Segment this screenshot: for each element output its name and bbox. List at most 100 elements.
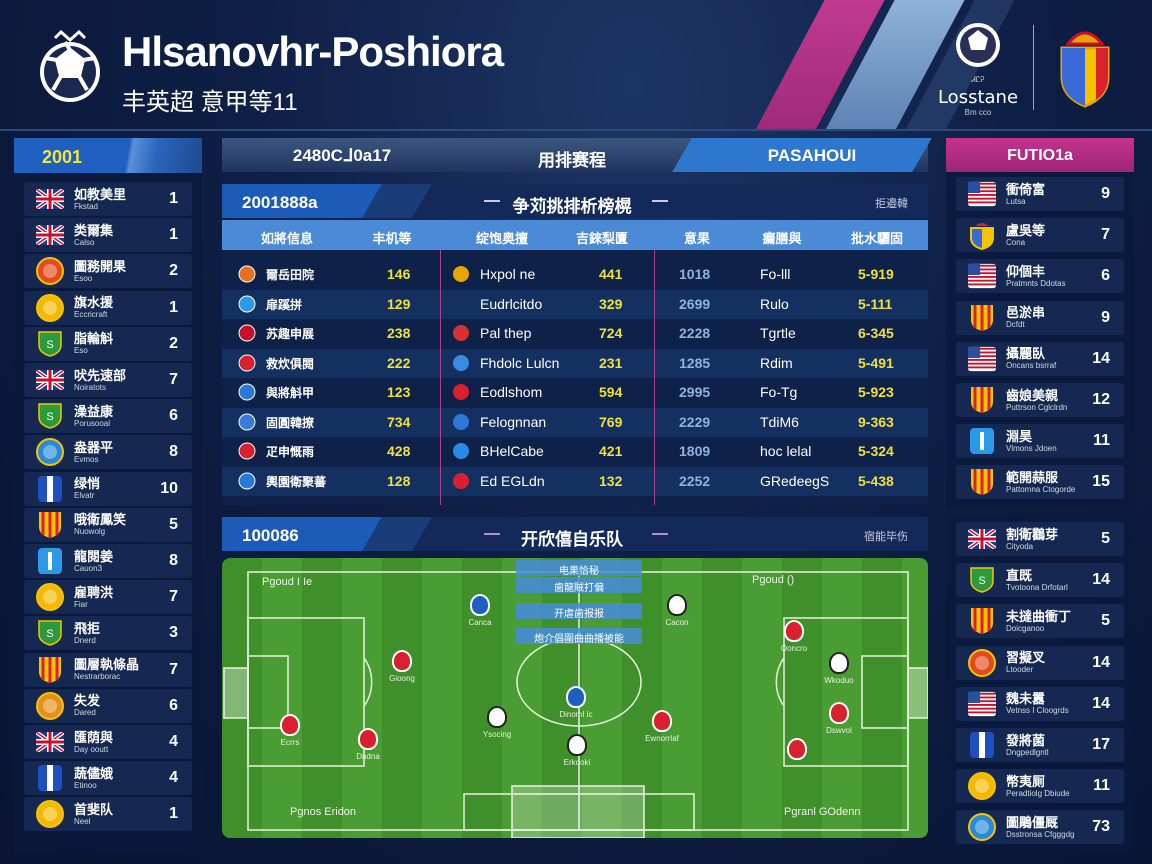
team-list-item[interactable]: 邑淤串 Dcfdt 9	[956, 300, 1124, 335]
team-value: 14	[1092, 571, 1110, 589]
team-value: 5	[1101, 612, 1110, 630]
team-list-item[interactable]: S 直既 Tvotoona Drfotarl 14	[956, 563, 1124, 598]
team-list-item[interactable]: 魏未囂 Vetnss I Cloogrds 14	[956, 686, 1124, 721]
team-list-item[interactable]: 蔬儘娥 Etinoo 4	[24, 761, 192, 796]
team-list-item[interactable]: 齒娘美親 Puttrson Cglclrdn 12	[956, 383, 1124, 417]
team-list-item[interactable]: 未撻曲衝丁 Doicganoo 5	[956, 604, 1124, 639]
team-name: Hxpol ne	[480, 266, 536, 282]
team-list-item[interactable]: 类爾集 Calso 1	[24, 218, 192, 253]
team-list-item[interactable]: 發將菌 Dngpedlgntl 17	[956, 728, 1124, 762]
player-marker[interactable]: Dswvol	[809, 702, 869, 735]
lineup-title: 开欣僖自乐队	[521, 530, 623, 549]
team-list-item[interactable]: 盧吳等 Cona 7	[956, 218, 1124, 253]
table-row[interactable]: 扉蹊拼 129 Eudrlcitdo 329 2699 Rulo 5-111	[222, 289, 928, 319]
col-header[interactable]: 如將信息	[260, 231, 313, 246]
player-badge-icon	[829, 702, 849, 724]
lineup-right-label[interactable]: 宿能毕伤	[864, 531, 908, 543]
col-header[interactable]: 绽饱奥擅	[475, 231, 528, 246]
team-list-item[interactable]: 攝麗臥 Oncans bsrraf 14	[956, 341, 1124, 376]
team-list-item[interactable]: S 飛拒 Dnerd 3	[24, 616, 192, 651]
team-value: 6	[169, 407, 178, 425]
team-list-item[interactable]: S 澡益康 Porusooal 6	[24, 399, 192, 434]
team-badge-icon	[453, 325, 469, 341]
team-list-item[interactable]: 吠先速部 Noiratots 7	[24, 363, 192, 397]
player-marker[interactable]: Ewnorrlaf	[632, 710, 692, 743]
team-list-item[interactable]: 首斐队 Neel 1	[24, 797, 192, 832]
team-badge-icon	[238, 383, 256, 401]
stat-value: 734	[387, 413, 411, 430]
player-marker[interactable]: Ysocing	[467, 706, 527, 739]
stats-right-label[interactable]: 拒邉韓	[875, 198, 908, 210]
team-list-item[interactable]: 雇聘洪 Fiar 7	[24, 580, 192, 615]
svg-text:S: S	[978, 575, 985, 587]
player-marker[interactable]: Gioong	[372, 650, 432, 683]
team-list-item[interactable]: 匯荫與 Day ooutt 4	[24, 725, 192, 759]
player-marker[interactable]: Erkooki	[547, 734, 607, 767]
stat-value: 132	[599, 472, 623, 489]
team-subname: Calso	[74, 237, 95, 247]
col-header[interactable]: 丰机等	[372, 231, 412, 246]
team-name: 割衛鸛芽	[1006, 526, 1059, 542]
team-badge-icon	[238, 295, 256, 312]
player-marker[interactable]: Ecrrs	[260, 714, 320, 747]
player-marker[interactable]: Ooncro	[764, 620, 824, 653]
team-list-item[interactable]: 绿悄 Elvatr 10	[24, 471, 192, 506]
left-panel-title: 2001	[14, 138, 202, 173]
table-row[interactable]: 救炊俱閱 222 Fhdolc Lulcn 231 1285 Rdim 5-491	[222, 348, 928, 378]
team-list-item[interactable]: 淵昊 Vlmons Jdoen 11	[956, 424, 1124, 459]
team-value: 1	[169, 298, 178, 316]
tab-pasahoui[interactable]: PASAHOUI	[767, 146, 857, 165]
team-list-item[interactable]: 幣夷厠 Peradtiolg Dbiude 11	[956, 769, 1124, 804]
stats-title: 争苅挑排析榜榥	[512, 197, 632, 216]
score: 5-919	[858, 266, 894, 282]
stat-value: 594	[599, 384, 623, 400]
player-marker[interactable]	[767, 738, 827, 762]
table-row[interactable]: 輿園衛聚蕃 128 Ed EGLdn 132 2252 GRedeegS 5-438	[222, 466, 928, 496]
team-list-item[interactable]: 旗水援 Eccricraft 1	[24, 290, 192, 325]
team-list-item[interactable]: 習擬叉 Ltooder 14	[956, 645, 1124, 680]
score: 5-923	[858, 384, 894, 400]
player-marker[interactable]: Dinoml Ic	[546, 686, 606, 719]
team-list-item[interactable]: 哦衛鳳笑 Nuowolg 5	[24, 507, 192, 542]
blue-stripe-icon	[36, 765, 64, 792]
team-list-item[interactable]: 圖鵰僵厩 Dsstronsa Cfgggdg 73	[956, 810, 1124, 845]
team-list-item[interactable]: 割衛鸛芽 Cityoda 5	[956, 522, 1124, 556]
team-list-item[interactable]: 如教美里 Fkstad 1	[24, 182, 192, 216]
col-header[interactable]: 瘺膳與	[762, 231, 802, 246]
table-row[interactable]: 疋申慨雨 428 BHelCabe 421 1809 hoc lelal 5-324	[222, 437, 928, 466]
col-header[interactable]: 吉錸梨匵	[575, 231, 628, 246]
player-marker[interactable]: Canca	[450, 594, 510, 627]
page-subtitle: 丰英超 意甲等11	[122, 89, 298, 116]
player-marker[interactable]: Wkoduo	[809, 652, 869, 685]
team-list-item[interactable]: 圖務開果 Esoo 2	[24, 254, 192, 289]
player-marker[interactable]: Dndna	[338, 728, 398, 761]
team-value: 9	[1101, 185, 1110, 202]
tab-schedule-code[interactable]: 2480Cᒧ0a17	[292, 146, 392, 165]
team-list-item[interactable]: 龍閱姜 Cauon3 8	[24, 544, 192, 578]
table-row[interactable]: 苏趣申展 238 Pal thep 724 2228 Tgrtle 6-345	[222, 319, 928, 348]
team-value: 12	[1092, 391, 1110, 408]
team-value: 5	[169, 515, 178, 533]
team-list-item[interactable]: 仰個丰 Pratmnts Ddotas 6	[956, 259, 1124, 294]
team-value: 11	[1093, 432, 1110, 450]
tab-match-schedule[interactable]: 用排赛程	[538, 151, 606, 170]
team-name: 爾岳田院	[266, 268, 315, 282]
team-list-item[interactable]: S 脂輪斛 Eso 2	[24, 326, 192, 361]
player-badge-icon	[487, 706, 507, 728]
team-list-item[interactable]: 盎器平 Evmos 8	[24, 435, 192, 470]
team-list-item[interactable]: 圖層執條晶 Nestrarborac 7	[24, 652, 192, 687]
table-row[interactable]: 固圓韓撩 734 Felognnan 769 2229 TdiM6 9-363	[222, 407, 928, 437]
team-name: 邑淤串	[1006, 305, 1046, 321]
team-list-item[interactable]: 衝倚富 Lutsa 9	[956, 177, 1124, 211]
team-badge-icon	[238, 265, 256, 283]
player-marker[interactable]: Cacon	[647, 594, 707, 627]
team-list-item[interactable]: 範開蒜服 Pattomna Ctogorde 15	[956, 465, 1124, 500]
stat-value: 1018	[679, 266, 711, 282]
table-row[interactable]: 爾岳田院 146 Hxpol ne 441 1018 Fo-lll 5-919	[222, 260, 928, 289]
col-header[interactable]: 意果	[683, 231, 710, 246]
table-row[interactable]: 與將斛甲 123 Eodlshom 594 2995 Fo-Tg 5-923	[222, 378, 928, 407]
team-list-item[interactable]: 失发 Dared 6	[24, 688, 192, 723]
col-header[interactable]: 批水驪固	[850, 231, 903, 246]
team-name: 習擬叉	[1006, 650, 1046, 666]
team-name: 苏趣申展	[266, 327, 315, 341]
